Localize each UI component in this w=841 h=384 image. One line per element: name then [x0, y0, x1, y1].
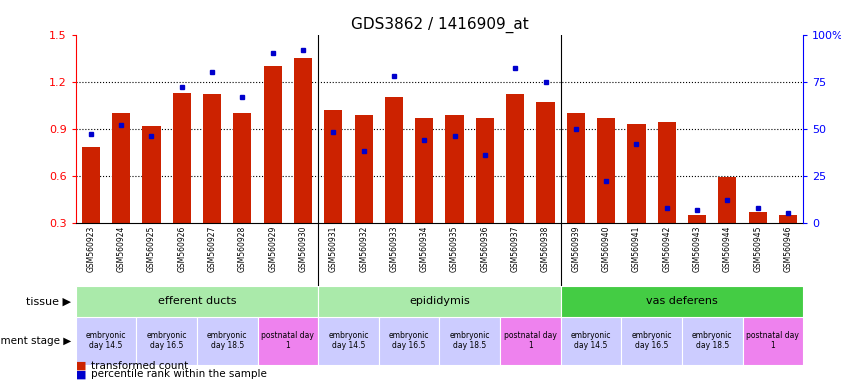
Bar [597, 118, 616, 223]
Text: GSM560928: GSM560928 [238, 226, 247, 272]
Text: GSM560945: GSM560945 [754, 226, 762, 272]
Text: GSM560930: GSM560930 [299, 226, 308, 272]
Bar [627, 124, 646, 223]
Bar [567, 113, 584, 223]
Text: ■: ■ [76, 361, 90, 371]
Text: embryonic
day 14.5: embryonic day 14.5 [86, 331, 126, 351]
Bar [500, 317, 561, 365]
Text: GSM560926: GSM560926 [177, 226, 186, 272]
Bar [76, 286, 318, 317]
Bar [476, 118, 494, 223]
Text: transformed count: transformed count [91, 361, 188, 371]
Text: GSM560939: GSM560939 [571, 226, 580, 272]
Bar [439, 317, 500, 365]
Bar [318, 286, 561, 317]
Text: embryonic
day 18.5: embryonic day 18.5 [692, 331, 733, 351]
Text: embryonic
day 16.5: embryonic day 16.5 [146, 331, 187, 351]
Bar [718, 177, 737, 223]
Bar [658, 122, 676, 223]
Text: GSM560934: GSM560934 [420, 226, 429, 272]
Text: GSM560937: GSM560937 [510, 226, 520, 272]
Bar [446, 114, 463, 223]
Text: embryonic
day 16.5: embryonic day 16.5 [632, 331, 672, 351]
Text: postnatal day
1: postnatal day 1 [504, 331, 557, 351]
Text: efferent ducts: efferent ducts [157, 296, 236, 306]
Text: GSM560936: GSM560936 [480, 226, 489, 272]
Bar [197, 317, 257, 365]
Text: percentile rank within the sample: percentile rank within the sample [91, 369, 267, 379]
Text: embryonic
day 14.5: embryonic day 14.5 [328, 331, 368, 351]
Bar [112, 113, 130, 223]
Text: development stage ▶: development stage ▶ [0, 336, 71, 346]
Text: GSM560942: GSM560942 [662, 226, 671, 272]
Bar [561, 317, 621, 365]
Bar [621, 317, 682, 365]
Bar [355, 114, 373, 223]
Text: GSM560927: GSM560927 [208, 226, 217, 272]
Text: embryonic
day 14.5: embryonic day 14.5 [571, 331, 611, 351]
Bar [688, 215, 706, 223]
Bar [318, 317, 378, 365]
Text: embryonic
day 18.5: embryonic day 18.5 [449, 331, 490, 351]
Text: GSM560944: GSM560944 [723, 226, 732, 272]
Bar [257, 317, 318, 365]
Text: GSM560929: GSM560929 [268, 226, 278, 272]
Text: GSM560924: GSM560924 [117, 226, 125, 272]
Text: epididymis: epididymis [409, 296, 470, 306]
Text: GSM560931: GSM560931 [329, 226, 338, 272]
Text: GSM560932: GSM560932 [359, 226, 368, 272]
Title: GDS3862 / 1416909_at: GDS3862 / 1416909_at [351, 17, 528, 33]
Bar [233, 113, 251, 223]
Bar [203, 94, 221, 223]
Bar [172, 93, 191, 223]
Bar [325, 110, 342, 223]
Bar [682, 317, 743, 365]
Bar [142, 126, 161, 223]
Bar [506, 94, 524, 223]
Text: GSM560940: GSM560940 [601, 226, 611, 272]
Text: GSM560933: GSM560933 [389, 226, 399, 272]
Bar [561, 286, 803, 317]
Bar [779, 215, 797, 223]
Bar [378, 317, 439, 365]
Text: embryonic
day 18.5: embryonic day 18.5 [207, 331, 247, 351]
Bar [76, 317, 136, 365]
Text: GSM560935: GSM560935 [450, 226, 459, 272]
Text: GSM560941: GSM560941 [632, 226, 641, 272]
Text: tissue ▶: tissue ▶ [26, 296, 71, 306]
Text: vas deferens: vas deferens [646, 296, 717, 306]
Text: GSM560946: GSM560946 [784, 226, 792, 272]
Text: embryonic
day 16.5: embryonic day 16.5 [389, 331, 430, 351]
Bar [743, 317, 803, 365]
Bar [82, 147, 100, 223]
Bar [385, 97, 403, 223]
Bar [294, 58, 312, 223]
Text: GSM560925: GSM560925 [147, 226, 156, 272]
Text: ■: ■ [76, 369, 90, 379]
Text: GSM560943: GSM560943 [693, 226, 701, 272]
Bar [537, 102, 554, 223]
Bar [415, 118, 433, 223]
Text: postnatal day
1: postnatal day 1 [262, 331, 315, 351]
Bar [748, 212, 767, 223]
Text: postnatal day
1: postnatal day 1 [747, 331, 799, 351]
Bar [263, 66, 282, 223]
Bar [136, 317, 197, 365]
Text: GSM560938: GSM560938 [541, 226, 550, 272]
Text: GSM560923: GSM560923 [87, 226, 95, 272]
